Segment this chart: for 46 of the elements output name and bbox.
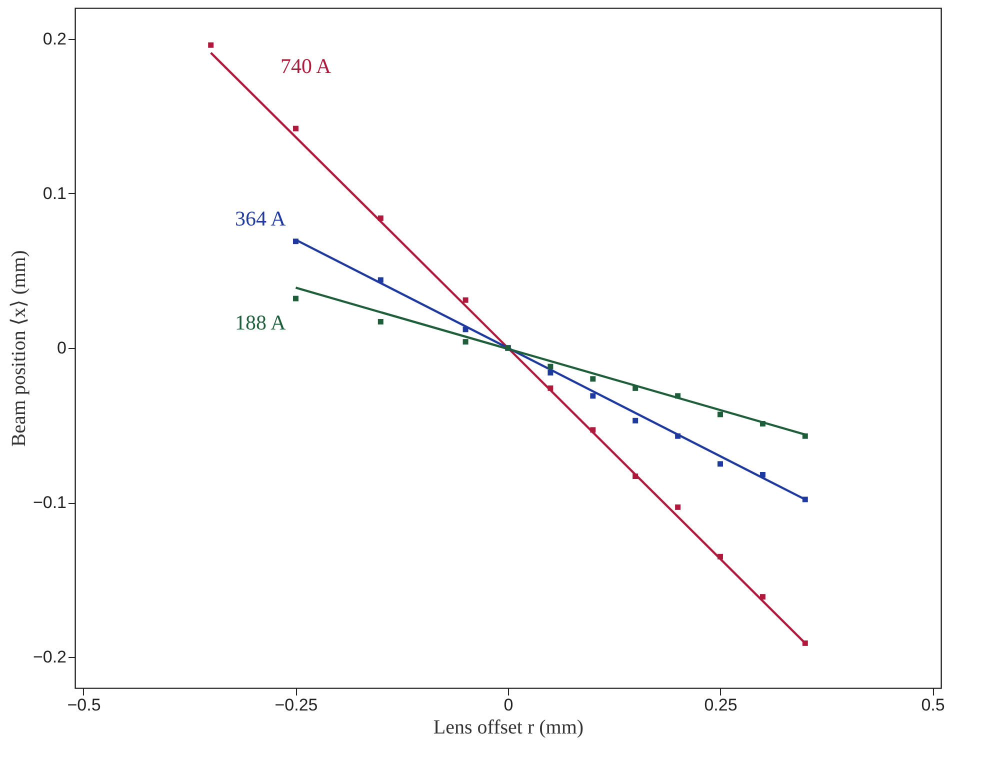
point <box>293 238 298 244</box>
point <box>760 420 766 426</box>
x-tick-label: 0 <box>504 696 514 714</box>
point <box>378 215 384 221</box>
series-label: 364 A <box>234 206 287 230</box>
point <box>462 339 468 345</box>
point <box>462 326 468 332</box>
point <box>462 297 468 303</box>
series-label: 188 A <box>234 310 287 335</box>
y-axis-title: Beam position ⟨x⟩ (mm) <box>8 250 30 447</box>
point <box>293 126 298 132</box>
point <box>718 554 723 560</box>
x-tick-label: 0.5 <box>921 696 945 714</box>
point <box>378 277 384 283</box>
point <box>590 427 596 433</box>
y-tick-label: −0.2 <box>32 648 66 667</box>
point <box>548 364 554 370</box>
point <box>632 385 638 391</box>
point <box>632 418 638 424</box>
point <box>378 318 384 324</box>
y-tick-label: −0.1 <box>32 493 66 512</box>
point <box>802 433 808 439</box>
y-tick-label: 0 <box>57 338 66 358</box>
point <box>293 296 298 302</box>
point <box>548 370 554 376</box>
point <box>802 496 808 502</box>
point <box>590 376 596 382</box>
point <box>632 474 638 480</box>
point <box>760 594 766 600</box>
x-tick-label: −0.25 <box>274 696 318 714</box>
text: 740 A <box>280 54 332 78</box>
y-tick-label: 0.2 <box>42 29 66 48</box>
point <box>590 393 596 399</box>
x-axis-title: Lens offset r (mm) <box>433 716 584 738</box>
point <box>718 412 723 418</box>
x-tick-label: −0.5 <box>67 696 101 714</box>
point <box>675 393 681 399</box>
point <box>718 461 723 467</box>
point <box>760 472 766 478</box>
point <box>802 640 808 646</box>
point <box>548 385 554 391</box>
x-tick-label: 0.25 <box>704 696 738 714</box>
point <box>675 433 681 439</box>
y-tick-label: 0.1 <box>42 184 66 203</box>
point <box>208 42 214 48</box>
point <box>675 504 681 510</box>
